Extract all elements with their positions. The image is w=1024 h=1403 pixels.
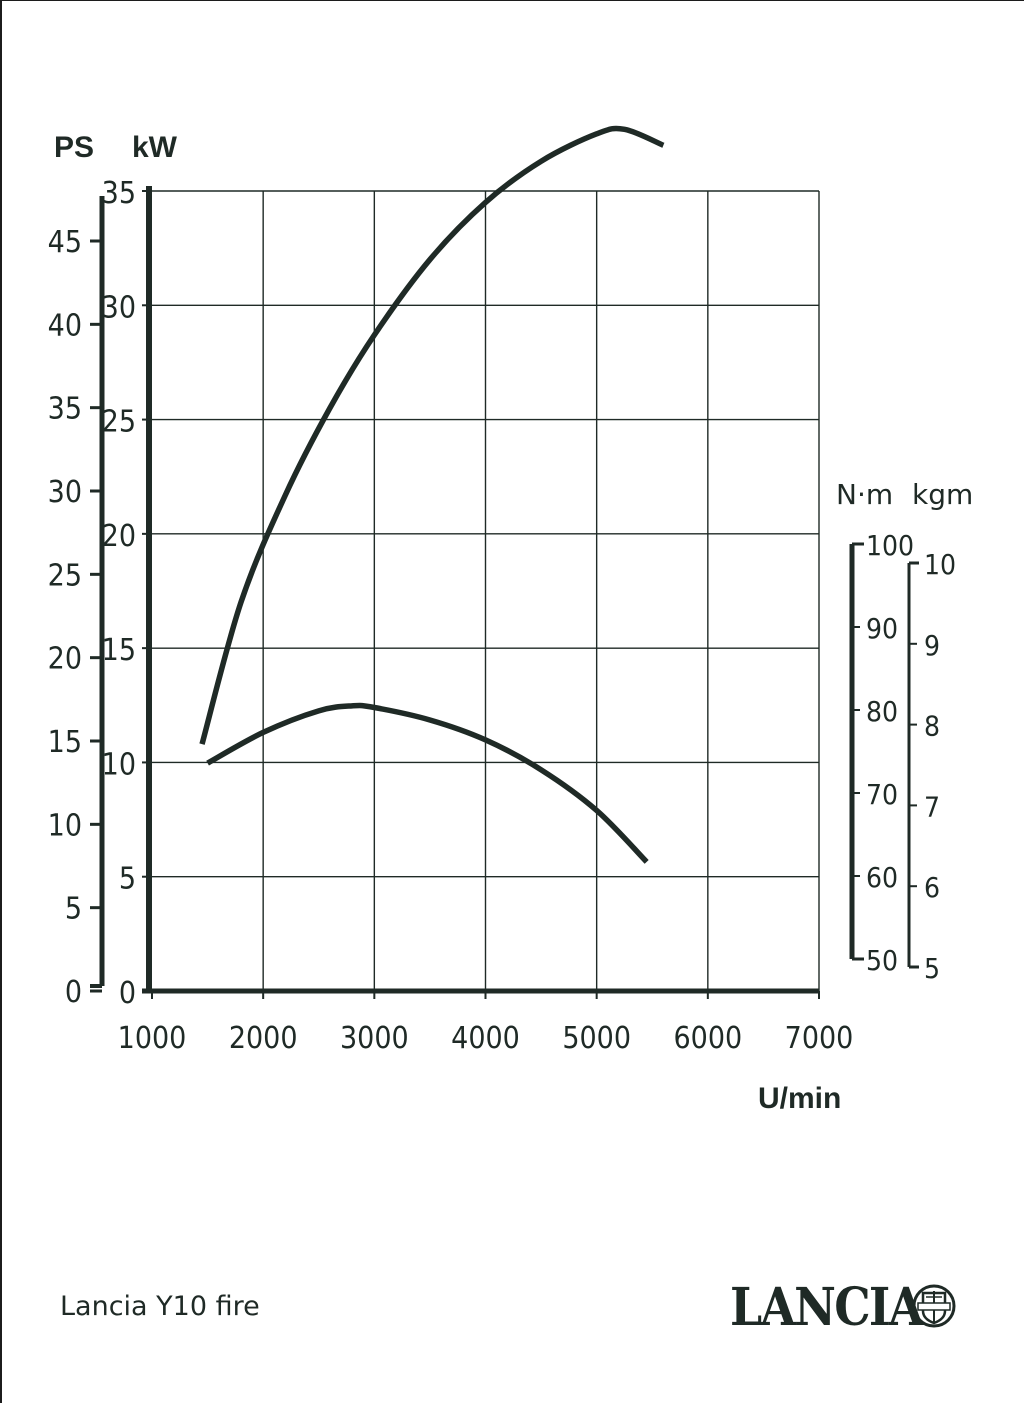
nm-tick-label: 80 — [866, 695, 898, 728]
ps-tick-label: 30 — [48, 475, 82, 510]
axis-unit-kgm: kgm — [912, 478, 973, 511]
ps-tick-label: 45 — [48, 225, 82, 260]
kw-tick-label: 10 — [102, 747, 136, 782]
axis-unit-ps: PS — [54, 131, 94, 164]
chart-ticks: 1000 2000 3000 4000 5000 6000 7000051015202530… — [48, 176, 956, 1056]
ps-tick-label: 15 — [48, 725, 82, 760]
torque-curve — [206, 702, 649, 864]
ps-tick-label: 40 — [48, 308, 82, 343]
nm-tick-label: 90 — [866, 612, 898, 645]
x-axis-label: U/min — [758, 1082, 841, 1115]
x-tick-label: 1000 — [118, 1021, 187, 1056]
chart-grid — [152, 190, 820, 991]
kw-tick-label: 30 — [102, 290, 136, 325]
axis-unit-nm: N·m — [836, 478, 893, 511]
kw-tick-label: 5 — [119, 862, 136, 897]
kgm-tick-label: 10 — [924, 548, 956, 581]
lancia-shield-icon — [912, 1284, 956, 1328]
chart-curves — [199, 125, 665, 864]
x-tick-label: 2000 — [229, 1021, 298, 1056]
kgm-tick-label: 5 — [924, 952, 940, 985]
kw-tick-label: 0 — [119, 976, 136, 1011]
x-tick-label: 5000 — [562, 1021, 631, 1056]
chart-axes — [90, 186, 919, 994]
kgm-tick-label: 8 — [924, 710, 940, 743]
kgm-tick-label: 9 — [924, 629, 940, 662]
kw-tick-label: 15 — [102, 633, 136, 668]
nm-tick-label: 50 — [866, 944, 898, 977]
nm-tick-label: 100 — [866, 529, 914, 562]
caption: Lancia Y10 fire — [60, 1291, 260, 1322]
kgm-tick-label: 6 — [924, 871, 940, 904]
kw-tick-label: 35 — [102, 176, 136, 211]
ps-tick-label: 10 — [48, 808, 82, 843]
ps-tick-label: 35 — [48, 392, 82, 427]
ps-tick-label: 25 — [48, 558, 82, 593]
power-curve — [199, 125, 665, 745]
performance-chart: 1000 2000 3000 4000 5000 6000 7000051015202530… — [48, 125, 973, 1115]
nm-tick-label: 60 — [866, 861, 898, 894]
x-tick-label: 6000 — [673, 1021, 742, 1056]
kw-tick-label: 20 — [102, 519, 136, 554]
x-tick-label: 3000 — [340, 1021, 409, 1056]
lancia-logo: LANCIA — [730, 1277, 924, 1338]
kgm-tick-label: 7 — [924, 790, 940, 823]
x-tick-label: 4000 — [451, 1021, 520, 1056]
nm-tick-label: 70 — [866, 778, 898, 811]
kw-tick-label: 25 — [102, 405, 136, 440]
ps-tick-label: 20 — [48, 642, 82, 677]
ps-tick-label: 5 — [65, 892, 82, 927]
x-tick-label: 7000 — [785, 1021, 854, 1056]
ps-tick-label: 0 — [65, 975, 82, 1010]
axis-unit-kw: kW — [132, 131, 178, 164]
